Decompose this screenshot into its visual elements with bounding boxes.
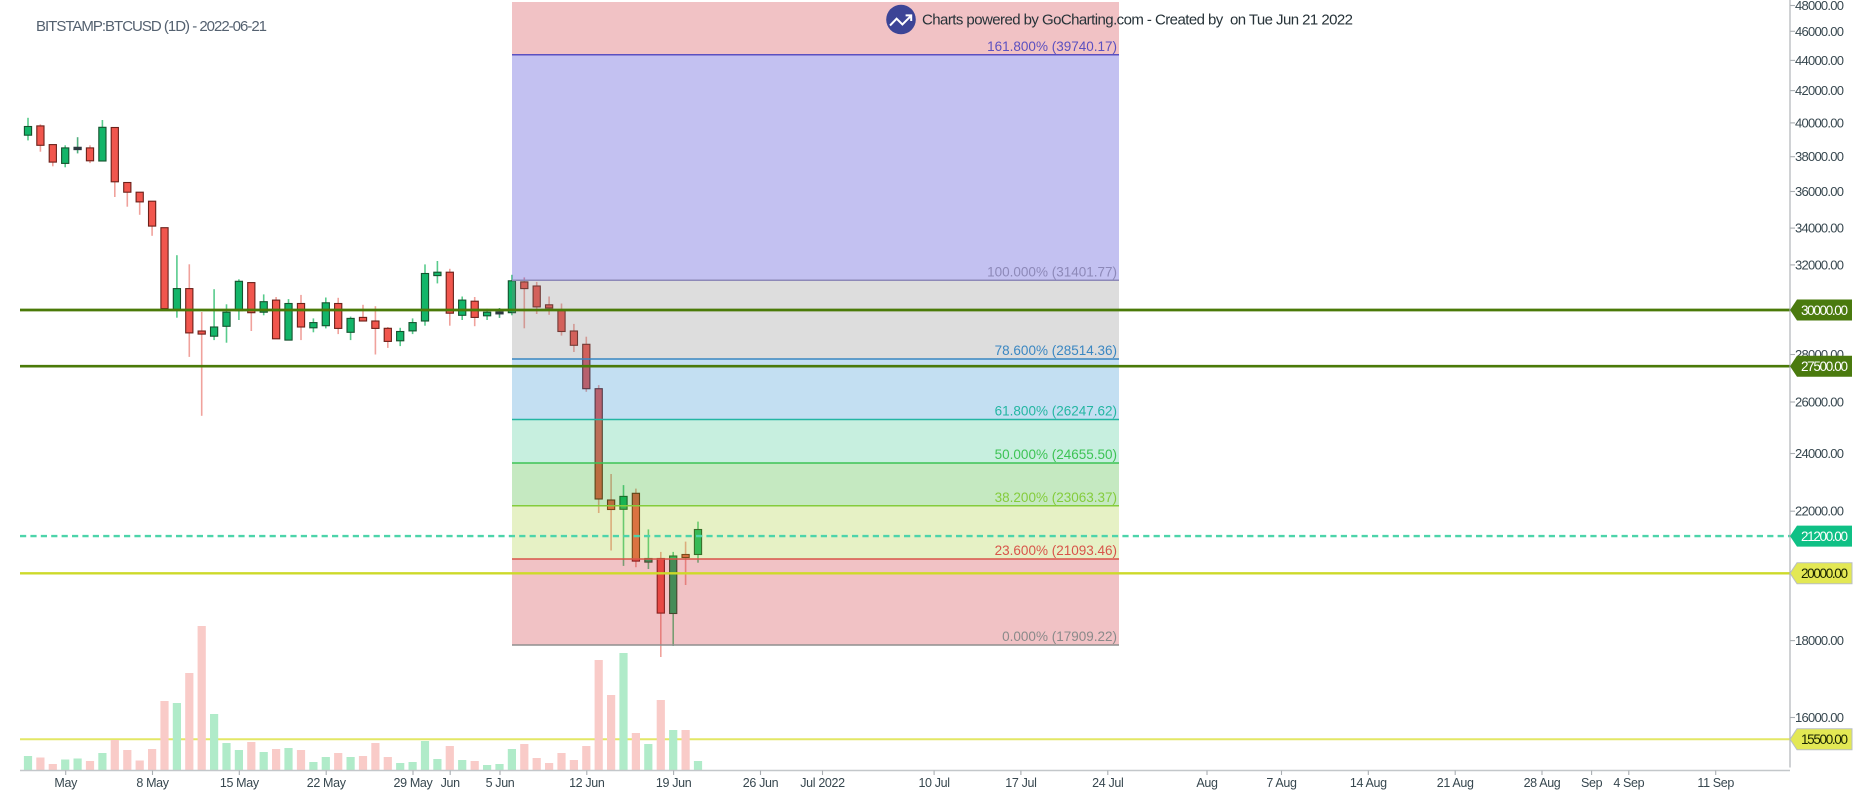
svg-text:18000.00: 18000.00 [1795,633,1844,648]
svg-text:36000.00: 36000.00 [1795,184,1844,199]
svg-text:0.000% (17909.22): 0.000% (17909.22) [1002,629,1117,644]
svg-text:44000.00: 44000.00 [1795,53,1844,68]
svg-text:27500.00: 27500.00 [1801,359,1848,374]
svg-text:78.600% (28514.36): 78.600% (28514.36) [995,343,1117,358]
svg-text:40000.00: 40000.00 [1795,115,1844,130]
svg-text:17 Jul: 17 Jul [1005,776,1036,790]
svg-text:8 May: 8 May [136,776,169,790]
svg-text:100.000% (31401.77): 100.000% (31401.77) [987,264,1117,279]
svg-text:Jun: Jun [441,776,461,790]
svg-text:4 Sep: 4 Sep [1613,776,1644,790]
svg-text:29 May: 29 May [394,776,434,790]
svg-text:15500.00: 15500.00 [1801,732,1848,747]
svg-text:Aug: Aug [1196,776,1218,790]
svg-text:19 Jun: 19 Jun [656,776,692,790]
svg-text:7 Aug: 7 Aug [1266,776,1297,790]
svg-text:14 Aug: 14 Aug [1350,776,1387,790]
svg-text:Charts powered by GoCharting.c: Charts powered by GoCharting.com - Creat… [922,12,1353,29]
svg-text:24000.00: 24000.00 [1795,446,1844,461]
svg-text:50.000% (24655.50): 50.000% (24655.50) [995,447,1117,462]
svg-text:32000.00: 32000.00 [1795,257,1844,272]
svg-text:10 Jul: 10 Jul [918,776,949,790]
svg-text:12 Jun: 12 Jun [569,776,605,790]
svg-text:161.800% (39740.17): 161.800% (39740.17) [987,39,1117,54]
svg-text:26000.00: 26000.00 [1795,395,1844,410]
svg-text:23.600% (21093.46): 23.600% (21093.46) [995,543,1117,558]
svg-text:24 Jul: 24 Jul [1092,776,1123,790]
svg-text:Jul 2022: Jul 2022 [800,776,845,790]
svg-text:38000.00: 38000.00 [1795,149,1844,164]
svg-text:61.800% (26247.62): 61.800% (26247.62) [995,404,1117,419]
svg-text:26 Jun: 26 Jun [743,776,779,790]
svg-text:16000.00: 16000.00 [1795,710,1844,725]
svg-text:21 Aug: 21 Aug [1437,776,1474,790]
svg-text:22 May: 22 May [307,776,347,790]
svg-text:20000.00: 20000.00 [1801,566,1848,581]
svg-text:BITSTAMP:BTCUSD (1D) - 2022-06: BITSTAMP:BTCUSD (1D) - 2022-06-21 [36,18,267,35]
svg-text:15 May: 15 May [220,776,260,790]
svg-text:May: May [54,776,78,790]
svg-text:11 Sep: 11 Sep [1697,776,1734,790]
svg-text:34000.00: 34000.00 [1795,221,1844,236]
svg-text:Sep: Sep [1581,776,1603,790]
svg-text:38.200% (23063.37): 38.200% (23063.37) [995,490,1117,505]
svg-text:21200.00: 21200.00 [1801,529,1848,544]
svg-text:22000.00: 22000.00 [1795,504,1844,519]
svg-text:46000.00: 46000.00 [1795,24,1844,39]
svg-text:48000.00: 48000.00 [1795,0,1844,13]
svg-text:42000.00: 42000.00 [1795,83,1844,98]
svg-text:5 Jun: 5 Jun [486,776,515,790]
svg-text:30000.00: 30000.00 [1801,303,1848,318]
svg-text:28 Aug: 28 Aug [1524,776,1561,790]
